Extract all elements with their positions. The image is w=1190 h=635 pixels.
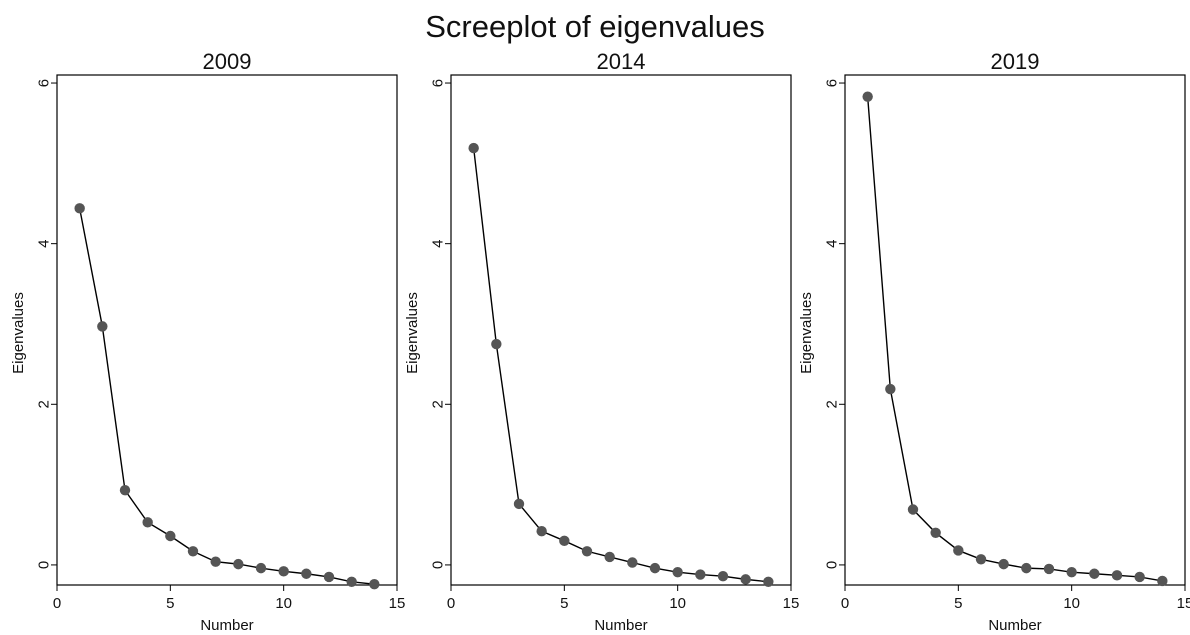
data-point — [1111, 570, 1123, 581]
data-point — [255, 562, 267, 574]
data-point — [536, 525, 547, 537]
data-point — [975, 554, 987, 565]
panel-title: 2014 — [597, 49, 646, 74]
y-tick-label: 0 — [430, 561, 447, 569]
panel-2009: 2009 Number Eigenvalues 0 5 10 15 0 2 4 6 — [10, 49, 405, 634]
x-tick-label: 15 — [1177, 595, 1190, 612]
data-point — [1089, 568, 1100, 579]
y-axis-label: Eigenvalues — [10, 292, 27, 374]
data-point — [468, 142, 479, 154]
y-tick-label: 2 — [430, 400, 447, 408]
data-point — [953, 545, 964, 556]
data-point — [998, 558, 1009, 570]
data-point — [119, 485, 131, 496]
y-tick-label: 4 — [824, 239, 841, 247]
data-point — [1043, 563, 1055, 575]
y-axis-label: Eigenvalues — [404, 292, 421, 374]
y-tick-label: 0 — [824, 561, 841, 569]
data-point — [233, 558, 244, 570]
data-point — [187, 546, 199, 557]
x-axis-label: Number — [988, 617, 1041, 634]
x-tick-label: 0 — [53, 595, 61, 612]
y-tick-label: 0 — [36, 561, 53, 569]
data-point — [763, 576, 774, 587]
data-point — [323, 571, 335, 583]
plot-frame — [56, 74, 398, 586]
data-point — [491, 338, 502, 350]
plot-frame — [844, 74, 1186, 586]
figure-title: Screeplot of eigenvalues — [425, 9, 765, 44]
x-tick-label: 0 — [841, 595, 849, 612]
data-point — [142, 517, 153, 528]
x-tick-label: 10 — [275, 595, 292, 612]
data-point — [97, 321, 108, 332]
data-point — [1157, 575, 1168, 587]
y-tick-label: 4 — [430, 239, 447, 247]
data-point — [930, 527, 941, 538]
x-tick-label: 5 — [560, 595, 568, 612]
y-tick-label: 4 — [36, 239, 53, 247]
data-point — [604, 551, 615, 563]
data-point — [740, 574, 751, 585]
data-point — [717, 570, 729, 582]
data-point — [627, 557, 638, 568]
x-tick-label: 10 — [1063, 595, 1080, 612]
panel-title: 2009 — [203, 49, 252, 74]
x-axis-label: Number — [200, 617, 253, 634]
data-point — [649, 562, 661, 574]
plot-frame — [450, 74, 792, 586]
data-point — [1021, 562, 1032, 574]
data-point — [672, 566, 683, 578]
panel-2014: 2014 Number Eigenvalues 0 5 10 15 0 2 4 6 — [404, 49, 799, 634]
y-axis-label: Eigenvalues — [798, 292, 815, 374]
data-point — [165, 530, 176, 542]
data-point — [862, 91, 873, 102]
data-point — [885, 383, 896, 395]
y-tick-label: 2 — [824, 400, 841, 408]
data-point — [74, 203, 85, 214]
data-point — [278, 566, 289, 577]
data-point — [907, 504, 919, 515]
panel-title: 2019 — [991, 49, 1040, 74]
x-tick-label: 5 — [954, 595, 962, 612]
x-tick-label: 10 — [669, 595, 686, 612]
y-tick-label: 6 — [430, 79, 447, 87]
y-tick-label: 2 — [36, 400, 53, 408]
x-tick-label: 5 — [166, 595, 174, 612]
data-point — [301, 568, 312, 579]
y-tick-label: 6 — [824, 79, 841, 87]
data-point — [346, 576, 357, 587]
data-point — [210, 556, 221, 567]
x-tick-label: 15 — [389, 595, 406, 612]
data-point — [581, 546, 593, 557]
panel-2019: 2019 Number Eigenvalues 0 5 10 15 0 2 4 6 — [798, 49, 1190, 634]
x-tick-label: 0 — [447, 595, 455, 612]
x-axis-label: Number — [594, 617, 647, 634]
x-tick-label: 15 — [783, 595, 800, 612]
data-point — [1066, 566, 1077, 578]
data-point — [695, 569, 706, 580]
data-point — [369, 578, 380, 590]
y-tick-label: 6 — [36, 79, 53, 87]
data-point — [513, 498, 525, 510]
data-point — [559, 535, 570, 547]
data-point — [1134, 571, 1145, 583]
